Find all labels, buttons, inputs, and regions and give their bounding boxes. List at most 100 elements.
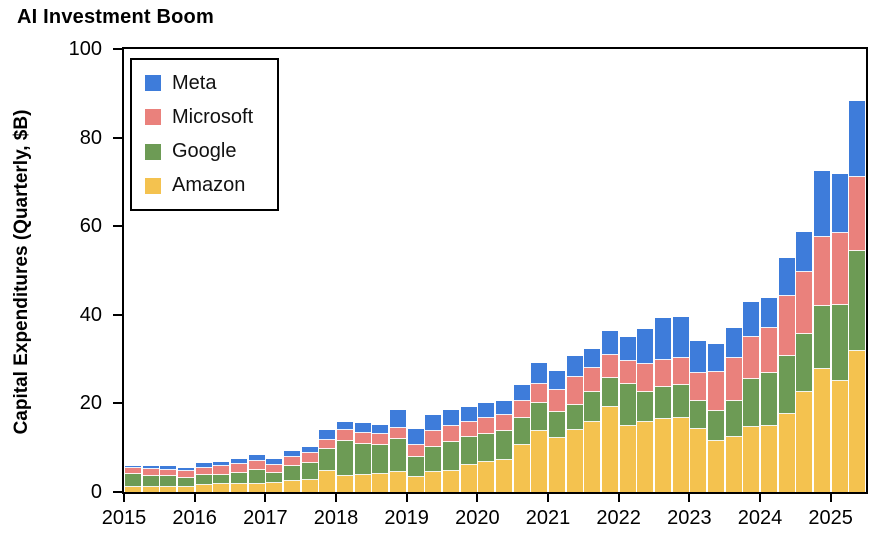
bar-segment-google xyxy=(177,477,194,488)
bar-segment-amazon xyxy=(760,426,777,492)
y-tick-label: 80 xyxy=(79,126,102,149)
y-tick-label: 40 xyxy=(79,303,102,326)
bar-segment-microsoft xyxy=(619,360,636,384)
bar-segment-amazon xyxy=(690,429,707,492)
legend-item-meta: Meta xyxy=(145,72,267,95)
bar-segment-amazon xyxy=(407,476,424,492)
stacked-bar-2015Q1 xyxy=(124,465,141,492)
stacked-bar-2022Q4 xyxy=(672,317,689,492)
stacked-bar-2022Q3 xyxy=(654,318,671,492)
x-tick-mark xyxy=(547,494,549,502)
plot-area xyxy=(124,49,866,492)
x-tick-label: 2017 xyxy=(243,507,288,529)
bar-segment-microsoft xyxy=(213,466,230,476)
stacked-bar-2020Q2 xyxy=(495,400,512,492)
stacked-bar-2019Q4 xyxy=(460,406,477,492)
bar-segment-meta xyxy=(372,424,389,434)
bar-segment-microsoft xyxy=(177,471,194,478)
amazon-swatch-icon xyxy=(145,177,161,194)
bar-segment-meta xyxy=(531,363,548,384)
bar-segment-microsoft xyxy=(230,463,247,473)
bar-segment-microsoft xyxy=(531,383,548,404)
bar-segment-amazon xyxy=(513,445,530,492)
bar-segment-amazon xyxy=(531,430,548,492)
x-tick-mark xyxy=(759,494,761,502)
y-tick-mark xyxy=(113,402,122,405)
bar-segment-amazon xyxy=(124,487,141,492)
stacked-bar-2016Q4 xyxy=(248,455,265,492)
x-tick-label: 2020 xyxy=(455,507,500,529)
bar-segment-meta xyxy=(336,421,353,431)
stacked-bar-2020Q3 xyxy=(513,384,530,492)
stacked-bar-2022Q1 xyxy=(619,336,636,492)
bar-segment-microsoft xyxy=(495,415,512,431)
bar-segment-amazon xyxy=(813,368,830,492)
bar-segment-microsoft xyxy=(637,363,654,393)
y-tick-mark xyxy=(113,136,122,139)
y-tick-label: 100 xyxy=(68,38,102,60)
bar-segment-meta xyxy=(160,466,177,470)
bar-segment-microsoft xyxy=(725,358,742,401)
legend-item-amazon: Amazon xyxy=(145,174,267,197)
bar-segment-meta xyxy=(831,173,848,234)
bar-segment-google xyxy=(425,446,442,472)
stacked-bar-2019Q1 xyxy=(407,429,424,492)
bar-segment-google xyxy=(389,439,406,473)
bar-segment-meta xyxy=(177,467,194,472)
bar-segment-google xyxy=(195,474,212,486)
bar-segment-meta xyxy=(743,301,760,337)
bar-segment-amazon xyxy=(725,436,742,492)
x-tick-mark xyxy=(617,494,620,502)
bar-segment-microsoft xyxy=(478,417,495,434)
legend-label: Google xyxy=(172,140,237,163)
stacked-bar-2023Q2 xyxy=(707,344,724,492)
bar-segment-microsoft xyxy=(336,430,353,442)
bar-segment-google xyxy=(283,466,300,481)
x-tick-label: 2021 xyxy=(525,507,571,529)
bar-segment-microsoft xyxy=(601,355,618,379)
bar-segment-meta xyxy=(725,328,742,359)
x-tick-mark xyxy=(405,494,408,502)
bar-segment-google xyxy=(725,400,742,437)
bar-segment-microsoft xyxy=(319,440,336,449)
bar-segment-google xyxy=(248,470,265,485)
bar-segment-microsoft xyxy=(354,432,371,445)
bar-segment-meta xyxy=(566,356,583,378)
bar-segment-google xyxy=(442,441,459,472)
bar-segment-amazon xyxy=(319,470,336,492)
bar-segment-microsoft xyxy=(124,468,141,475)
google-swatch-icon xyxy=(145,143,161,160)
bar-segment-meta xyxy=(248,455,265,461)
bar-segment-amazon xyxy=(372,474,389,492)
x-tick-mark xyxy=(476,494,479,502)
bar-segment-microsoft xyxy=(160,469,177,477)
bar-segment-meta xyxy=(690,341,707,373)
bar-segment-amazon xyxy=(213,484,230,492)
bar-segment-meta xyxy=(195,462,212,468)
y-tick-label: 0 xyxy=(90,481,102,503)
bar-segment-meta xyxy=(124,465,141,469)
bar-segment-amazon xyxy=(425,471,442,492)
bar-segment-amazon xyxy=(389,472,406,492)
bar-segment-meta xyxy=(778,258,795,296)
x-tick-label: 2015 xyxy=(101,507,147,529)
bar-segment-meta xyxy=(672,317,689,358)
x-tick-mark xyxy=(335,494,337,502)
bar-segment-amazon xyxy=(478,461,495,492)
x-tick-mark xyxy=(193,494,196,502)
stacked-bar-2022Q2 xyxy=(637,329,654,492)
bar-segment-meta xyxy=(813,171,830,237)
bar-segment-google xyxy=(672,384,689,419)
bar-segment-microsoft xyxy=(248,460,265,471)
bar-segment-google xyxy=(213,475,230,485)
bar-segment-microsoft xyxy=(760,327,777,373)
bar-segment-meta xyxy=(478,403,495,418)
bar-segment-amazon xyxy=(849,350,866,492)
bar-segment-microsoft xyxy=(372,433,389,446)
stacked-bar-2021Q1 xyxy=(548,370,565,492)
bar-segment-microsoft xyxy=(283,457,300,467)
bar-segment-meta xyxy=(495,400,512,416)
bar-segment-amazon xyxy=(743,427,760,492)
bar-segment-google xyxy=(336,441,353,477)
